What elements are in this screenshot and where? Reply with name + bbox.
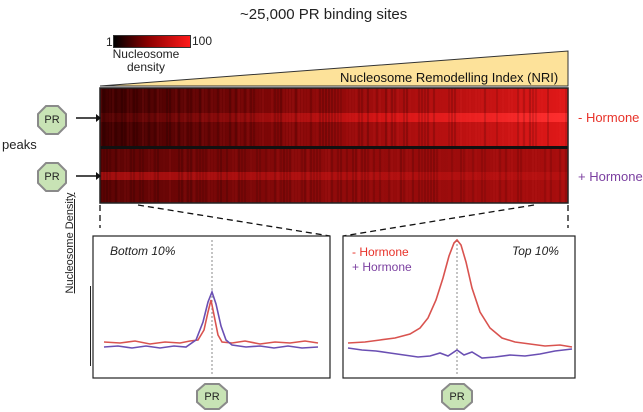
legend-minus-hormone-label: - Hormone — [352, 245, 409, 259]
nri-wedge — [99, 50, 569, 87]
legend-minus-hormone: - Hormone — [352, 245, 409, 259]
density-color-scale — [113, 35, 191, 48]
curve-bottom-plus-hormone — [103, 289, 319, 349]
legend-plus-hormone-label: + Hormone — [352, 260, 412, 274]
pr-badge-panel-top: PR — [449, 391, 465, 403]
scale-max-label: 100 — [192, 34, 213, 48]
pr-badge-bottom: PR — [44, 171, 60, 183]
panel-bottom-frame — [92, 235, 331, 379]
curve-top-plus-hormone — [347, 347, 573, 359]
y-axis-line — [90, 286, 91, 366]
pr-badge-top: PR — [44, 114, 60, 126]
nri-label: Nucleosome Remodelling Index (NRI) — [340, 70, 559, 85]
pr-badge-panel-bottom: PR — [204, 391, 220, 403]
panel-bottom-title: Bottom 10% — [110, 244, 176, 258]
row-label-plus-hormone: + Hormone — [578, 169, 643, 184]
legend-plus-hormone: + Hormone — [352, 260, 412, 274]
heatmap-plus-hormone — [100, 149, 568, 203]
y-axis-label: Nucleosome Density — [64, 192, 76, 294]
scale-caption: Nucleosome density — [112, 47, 180, 74]
panel-top-title: Top 10% — [512, 244, 559, 258]
peaks-label: peaks — [2, 137, 37, 152]
zoom-lines — [99, 204, 569, 237]
scale-min-label: 1 — [106, 35, 113, 49]
pr-badge-shapes — [37, 105, 473, 410]
heatmap-minus-hormone — [100, 88, 568, 146]
curve-bottom-minus-hormone — [103, 299, 319, 345]
row-label-minus-hormone: - Hormone — [578, 110, 640, 125]
curve-top-minus-hormone — [347, 238, 573, 348]
figure-title: ~25,000 PR binding sites — [240, 6, 408, 23]
